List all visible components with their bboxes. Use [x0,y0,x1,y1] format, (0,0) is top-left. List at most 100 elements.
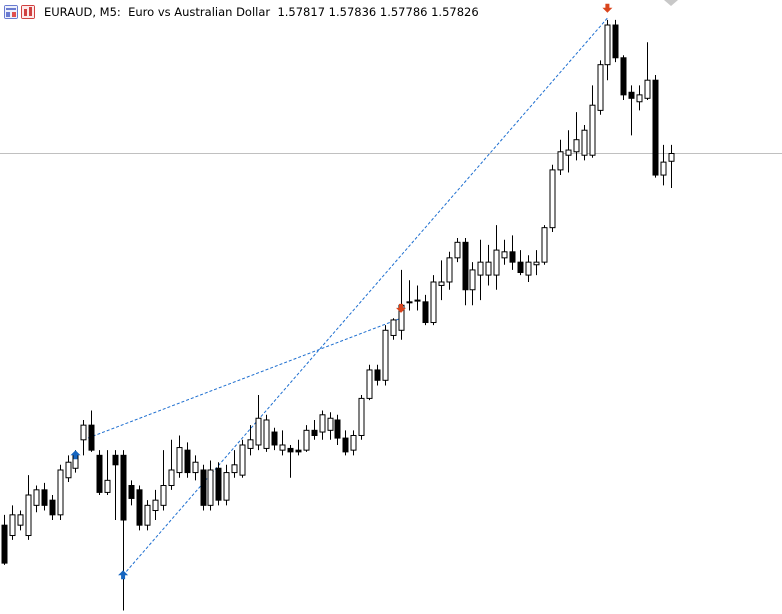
candle-body [41,489,48,506]
candle-body [168,469,175,487]
candle-body [533,261,540,266]
candle-body [120,454,127,521]
candle-body [1,524,8,564]
candle-body [382,329,389,381]
candle-body [160,485,167,506]
signal-arrow [396,303,406,313]
candle-body [311,429,318,436]
candle-body [279,444,286,451]
symbol: EURAUD, M5: [44,5,121,19]
candle-body [477,261,484,276]
candle-body [668,153,675,162]
candle-body [549,169,556,229]
high-value: 1.57836 [328,5,377,19]
candle-body [192,461,199,474]
candle-body [200,469,207,506]
candle-body [9,514,16,537]
candle-body [628,91,635,99]
candle-body [573,139,580,153]
candle-body [414,299,421,302]
description: Euro vs Australian Dollar [128,5,271,19]
candle-body [152,499,159,512]
close-value: 1.57826 [431,5,479,19]
zigzag-line [122,17,608,576]
candle-body [469,269,476,291]
candle-body [327,417,334,431]
low-value: 1.57786 [379,5,428,19]
candle-body [485,261,492,276]
candle-body [49,499,56,516]
candle-body [620,57,627,96]
candle-body [144,504,151,526]
candle-body [104,479,111,493]
candle-body [652,79,659,176]
open-value: 1.57817 [277,5,326,19]
candle-body [374,369,381,381]
candle-body [231,464,238,474]
candle-body [239,444,246,476]
candle-body [557,151,564,171]
candle-body [446,257,453,283]
candle-body [462,241,469,291]
candle-body [136,489,143,526]
corner-marker [664,0,678,6]
candle-body [334,419,341,439]
candle-body [247,439,254,449]
candle-body [454,241,461,259]
candle-body [597,64,604,111]
candle-body [342,437,349,453]
candle-body [358,397,365,436]
candle-body [319,414,326,433]
candle-body [541,227,548,263]
candle-body [223,472,230,501]
candle-body [604,24,611,66]
candle-body [184,449,191,474]
signal-arrow [602,3,613,13]
candle-body [303,429,310,451]
candle-body [263,419,270,449]
candle-body [525,261,532,276]
candle-body [565,149,572,156]
candle-body [509,251,516,263]
candle-body [295,449,302,453]
candle-body [80,424,87,441]
signal-arrow [118,570,129,580]
candle-body [112,454,119,466]
candle-body [176,447,183,474]
icon-window[interactable] [4,5,18,19]
signal-arrow [70,450,81,460]
candle-body [17,514,24,526]
zigzag-line [83,317,402,441]
candle-body [57,469,64,516]
candle-body [215,467,222,501]
candle-body [366,369,373,399]
candle-body [438,281,445,286]
candle-body [644,79,651,99]
candle-body [422,301,429,324]
candle-body [271,431,278,446]
chart-header: EURAUD, M5: Euro vs Australian Dollar 1.… [4,3,479,21]
candle-body [589,104,596,156]
candle-body [390,319,397,336]
candle-body [128,485,135,499]
candle-body [612,24,619,59]
candle-body [96,454,103,493]
candle-body [65,461,72,479]
candle-body [430,281,437,324]
candle-body [207,469,214,506]
candle-body [406,301,413,304]
candle-body [636,94,643,103]
candle-body [287,447,294,453]
candle-body [33,489,40,506]
candle-body [255,417,262,446]
candle-body [517,261,524,274]
candle-body [350,434,357,451]
icon-indicator[interactable] [21,5,35,19]
candle-body [501,251,508,259]
candle-body [25,494,32,537]
candle-body [660,161,667,176]
candle-body [88,424,95,451]
candle-body [581,129,588,156]
